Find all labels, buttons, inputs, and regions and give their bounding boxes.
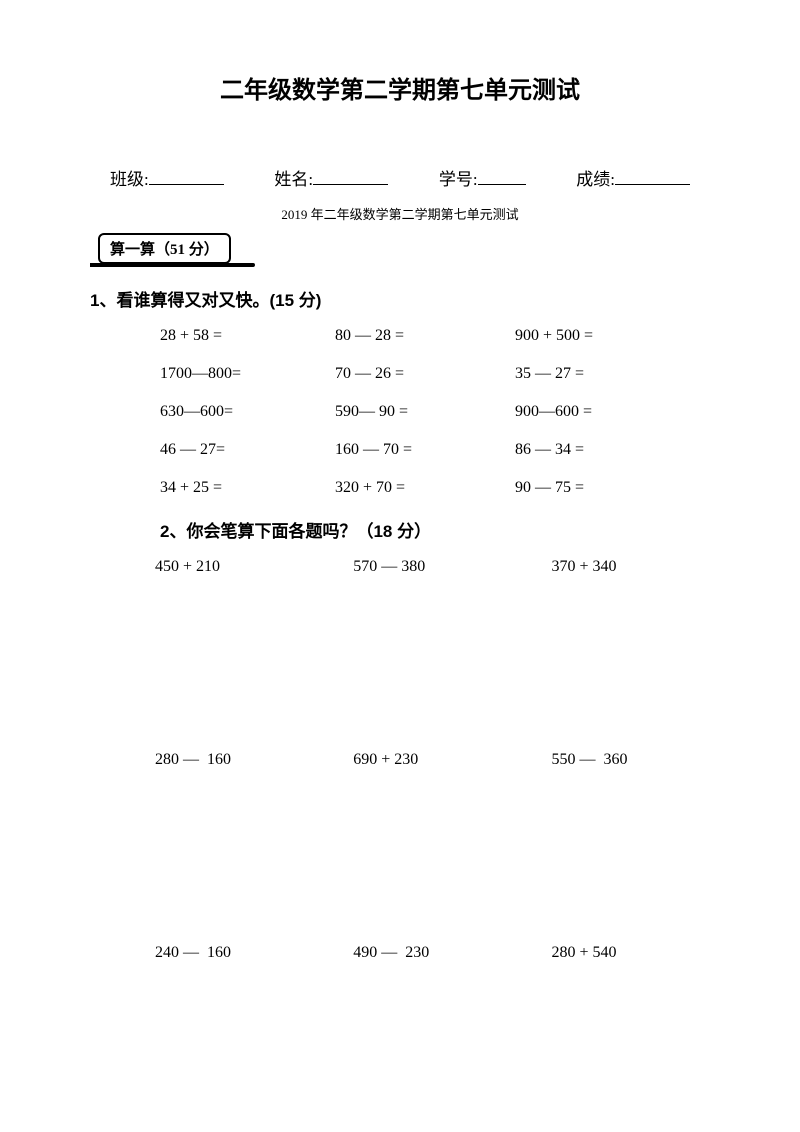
score-label: 成绩: (576, 165, 615, 190)
name-field: 姓名: (274, 165, 388, 190)
question-2-problems: 450 + 210 570 — 380 370 + 340 280 — 160 … (155, 558, 710, 962)
problem-cell: 320 + 70 = (335, 479, 515, 497)
problem-cell: 900—600 = (515, 403, 685, 421)
class-blank[interactable] (149, 167, 224, 185)
problem-cell: 690 + 230 (353, 751, 551, 769)
problem-cell: 35 — 27 = (515, 365, 685, 383)
score-blank[interactable] (615, 167, 690, 185)
problem-cell: 86 — 34 = (515, 441, 685, 459)
class-field: 班级: (110, 165, 224, 190)
problem-row: 28 + 58 = 80 — 28 = 900 + 500 = (160, 327, 710, 345)
problem-cell: 28 + 58 = (160, 327, 335, 345)
problem-cell: 90 — 75 = (515, 479, 685, 497)
problem-cell: 1700—800= (160, 365, 335, 383)
problem-cell: 280 — 160 (155, 751, 353, 769)
problem-cell: 900 + 500 = (515, 327, 685, 345)
number-field: 学号: (439, 165, 526, 190)
class-label: 班级: (110, 165, 149, 190)
problem-row: 240 — 160 490 — 230 280 + 540 (155, 944, 710, 962)
number-label: 学号: (439, 165, 478, 190)
question-2-heading: 2、你会笔算下面各题吗？（18 分） (160, 517, 710, 542)
problem-cell: 70 — 26 = (335, 365, 515, 383)
problem-row: 450 + 210 570 — 380 370 + 340 (155, 558, 710, 576)
problem-row: 46 — 27= 160 — 70 = 86 — 34 = (160, 441, 710, 459)
problem-cell: 34 + 25 = (160, 479, 335, 497)
section-heading-wrap: 算一算（51 分） (90, 233, 710, 264)
problem-cell: 280 + 540 (551, 944, 710, 962)
problem-row: 34 + 25 = 320 + 70 = 90 — 75 = (160, 479, 710, 497)
problem-cell: 570 — 380 (353, 558, 551, 576)
subtitle: 2019 年二年级数学第二学期第七单元测试 (90, 204, 710, 223)
number-blank[interactable] (478, 167, 526, 185)
problem-cell: 590— 90 = (335, 403, 515, 421)
name-blank[interactable] (313, 167, 388, 185)
problem-row: 1700—800= 70 — 26 = 35 — 27 = (160, 365, 710, 383)
question-1-problems: 28 + 58 = 80 — 28 = 900 + 500 = 1700—800… (160, 327, 710, 497)
problem-cell: 160 — 70 = (335, 441, 515, 459)
problem-cell: 80 — 28 = (335, 327, 515, 345)
question-1-heading: 1、看谁算得又对又快。(15 分) (90, 286, 710, 311)
problem-cell: 490 — 230 (353, 944, 551, 962)
score-field: 成绩: (576, 165, 690, 190)
problem-cell: 550 — 360 (551, 751, 710, 769)
problem-cell: 46 — 27= (160, 441, 335, 459)
problem-cell: 370 + 340 (551, 558, 710, 576)
section-heading: 算一算（51 分） (98, 233, 231, 264)
problem-cell: 450 + 210 (155, 558, 353, 576)
page-title: 二年级数学第二学期第七单元测试 (90, 70, 710, 105)
name-label: 姓名: (274, 165, 313, 190)
problem-row: 280 — 160 690 + 230 550 — 360 (155, 751, 710, 769)
student-info-row: 班级: 姓名: 学号: 成绩: (90, 165, 710, 190)
problem-cell: 240 — 160 (155, 944, 353, 962)
problem-cell: 630—600= (160, 403, 335, 421)
problem-row: 630—600= 590— 90 = 900—600 = (160, 403, 710, 421)
